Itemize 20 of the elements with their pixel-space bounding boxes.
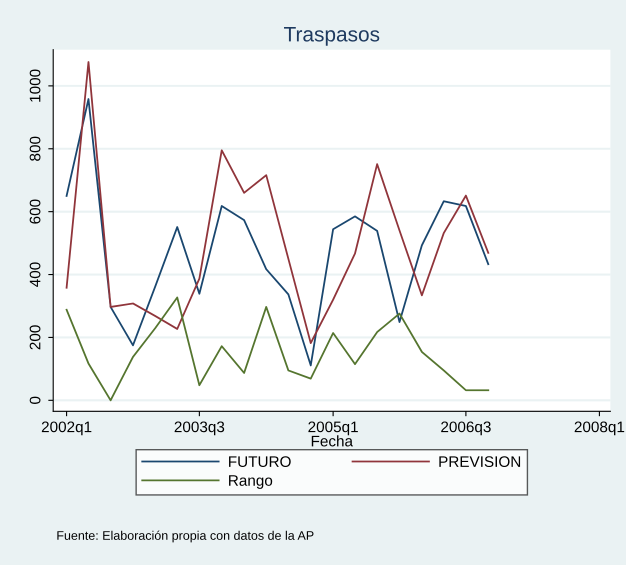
source-note: Fuente: Elaboración propia con datos de la AP — [57, 530, 314, 542]
y-tick-label: 0 — [30, 396, 40, 404]
chart-title: Traspasos — [284, 27, 380, 46]
line-series — [66, 98, 490, 366]
y-tick-label: 400 — [30, 262, 40, 287]
y-tick-label: 1000 — [30, 69, 40, 102]
x-tick-label: 2002q1 — [42, 421, 92, 436]
x-tick-label: 2008q1 — [574, 421, 624, 436]
x-tick-label: 2003q3 — [174, 421, 224, 436]
legend-label: Rango — [229, 475, 272, 489]
y-tick-label: 600 — [30, 200, 40, 224]
x-axis-title: Fecha — [312, 435, 354, 447]
x-tick-label: 2006q3 — [441, 421, 491, 436]
line-series — [66, 61, 490, 344]
legend-label: FUTURO — [229, 456, 291, 468]
y-tick-label: 800 — [30, 136, 40, 161]
x-tick-label: 2005q1 — [308, 421, 358, 436]
line-series — [66, 296, 490, 402]
y-tick-label: 200 — [30, 325, 40, 350]
legend-label: PREVISION — [439, 456, 520, 468]
